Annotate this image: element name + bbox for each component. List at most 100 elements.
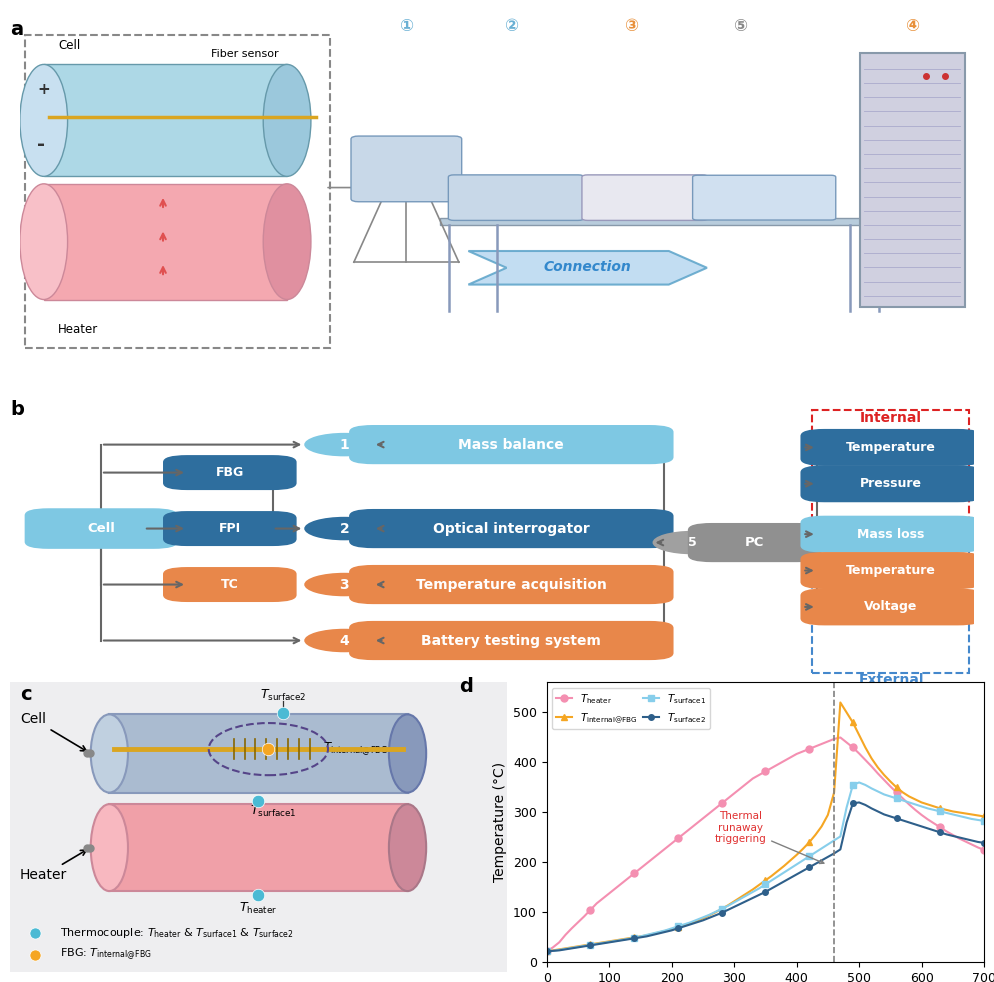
Text: Cell: Cell — [87, 522, 115, 535]
Text: $T_{\rm surface2}$: $T_{\rm surface2}$ — [260, 688, 306, 703]
Polygon shape — [44, 184, 287, 300]
$T_{\rm surface1}$ — [959, 811, 971, 823]
Text: a: a — [10, 20, 24, 38]
Text: FBG: FBG — [216, 466, 244, 479]
Text: FBG: $T_{\rm internal@FBG}$: FBG: $T_{\rm internal@FBG}$ — [60, 947, 151, 963]
Ellipse shape — [90, 714, 128, 792]
FancyBboxPatch shape — [25, 34, 330, 348]
$T_{\rm heater}$ — [803, 743, 815, 755]
$T_{\rm surface2}$ — [753, 889, 765, 900]
$T_{\rm heater}$ — [878, 774, 890, 786]
Circle shape — [652, 531, 733, 554]
Ellipse shape — [20, 65, 68, 177]
$T_{\rm surface2}$ — [853, 796, 865, 808]
FancyBboxPatch shape — [860, 53, 964, 307]
Circle shape — [304, 517, 385, 540]
Y-axis label: Temperature (°C): Temperature (°C) — [493, 762, 507, 883]
Text: Temperature: Temperature — [846, 564, 936, 577]
FancyBboxPatch shape — [800, 588, 982, 626]
$T_{\rm internal@FBG}$ — [959, 807, 971, 819]
Line: $T_{\rm surface2}$: $T_{\rm surface2}$ — [544, 799, 987, 955]
$T_{\rm heater}$ — [554, 937, 566, 949]
Text: 5: 5 — [688, 536, 697, 549]
Text: 3: 3 — [340, 577, 349, 591]
$T_{\rm surface1}$ — [878, 789, 890, 800]
Text: +: + — [37, 82, 50, 97]
FancyBboxPatch shape — [163, 455, 296, 490]
$T_{\rm surface1}$ — [666, 922, 678, 934]
$T_{\rm internal@FBG}$ — [834, 696, 846, 708]
Text: ③: ③ — [623, 17, 638, 34]
$T_{\rm heater}$ — [978, 844, 990, 855]
Polygon shape — [44, 65, 287, 177]
Text: FPI: FPI — [219, 522, 241, 535]
$T_{\rm surface2}$ — [878, 808, 890, 820]
$T_{\rm surface2}$ — [666, 924, 678, 936]
Text: -: - — [37, 136, 45, 154]
$T_{\rm surface1}$ — [554, 944, 566, 955]
Ellipse shape — [20, 184, 68, 300]
Text: Connection: Connection — [544, 259, 631, 274]
$T_{\rm surface1}$ — [753, 883, 765, 895]
Text: d: d — [459, 677, 473, 696]
Polygon shape — [468, 251, 707, 285]
$T_{\rm surface2}$ — [803, 861, 815, 873]
FancyBboxPatch shape — [812, 409, 969, 521]
Text: Fiber sensor: Fiber sensor — [211, 49, 278, 59]
Text: Temperature acquisition: Temperature acquisition — [415, 577, 606, 591]
FancyBboxPatch shape — [800, 516, 982, 553]
FancyBboxPatch shape — [163, 567, 296, 602]
Polygon shape — [109, 804, 408, 891]
FancyBboxPatch shape — [800, 429, 982, 465]
FancyBboxPatch shape — [349, 425, 674, 464]
$T_{\rm surface2}$ — [978, 837, 990, 848]
$T_{\rm surface2}$ — [541, 946, 553, 957]
Text: Internal: Internal — [860, 411, 922, 425]
FancyBboxPatch shape — [349, 565, 674, 604]
$T_{\rm heater}$ — [959, 836, 971, 847]
Line: $T_{\rm internal@FBG}$: $T_{\rm internal@FBG}$ — [544, 699, 987, 955]
Text: $T_{\rm heater}$: $T_{\rm heater}$ — [240, 900, 277, 916]
Ellipse shape — [263, 184, 311, 300]
FancyBboxPatch shape — [800, 465, 982, 502]
Text: c: c — [20, 685, 32, 704]
$T_{\rm internal@FBG}$ — [803, 837, 815, 848]
FancyBboxPatch shape — [349, 509, 674, 548]
Text: ①: ① — [400, 17, 414, 34]
Text: b: b — [10, 400, 24, 418]
Text: Temperature: Temperature — [846, 441, 936, 454]
Text: Pressure: Pressure — [860, 477, 922, 490]
Circle shape — [304, 573, 385, 596]
Circle shape — [304, 433, 385, 457]
Text: 4: 4 — [339, 633, 349, 647]
FancyBboxPatch shape — [25, 509, 177, 549]
FancyBboxPatch shape — [693, 175, 836, 220]
Text: PC: PC — [745, 536, 764, 549]
FancyBboxPatch shape — [581, 175, 708, 220]
$T_{\rm heater}$ — [753, 769, 765, 781]
Text: 1: 1 — [339, 438, 349, 452]
FancyBboxPatch shape — [351, 136, 461, 201]
FancyBboxPatch shape — [5, 680, 512, 975]
$T_{\rm surface1}$ — [978, 815, 990, 827]
Legend: $T_{\rm heater}$, $T_{\rm internal@FBG}$, $T_{\rm surface1}$, $T_{\rm surface2}$: $T_{\rm heater}$, $T_{\rm internal@FBG}$… — [552, 687, 711, 729]
Ellipse shape — [389, 714, 426, 792]
Text: $T_{\rm surface1}$: $T_{\rm surface1}$ — [250, 804, 296, 819]
Text: ②: ② — [504, 17, 519, 34]
$T_{\rm internal@FBG}$ — [554, 944, 566, 955]
Text: ⑤: ⑤ — [734, 17, 747, 34]
$T_{\rm surface1}$ — [803, 850, 815, 862]
Text: Thermocouple: $T_{\rm heater}$ & $T_{\rm surface1}$ & $T_{\rm surface2}$: Thermocouple: $T_{\rm heater}$ & $T_{\rm… — [60, 926, 293, 940]
Text: Heater: Heater — [58, 323, 98, 336]
FancyBboxPatch shape — [448, 175, 583, 220]
Text: TC: TC — [221, 578, 239, 591]
Line: $T_{\rm heater}$: $T_{\rm heater}$ — [544, 734, 987, 955]
Text: ④: ④ — [905, 17, 919, 34]
$T_{\rm internal@FBG}$ — [753, 879, 765, 891]
$T_{\rm surface2}$ — [554, 945, 566, 956]
Text: Cell: Cell — [20, 712, 86, 751]
FancyBboxPatch shape — [163, 511, 296, 546]
Polygon shape — [109, 714, 408, 792]
Line: $T_{\rm surface1}$: $T_{\rm surface1}$ — [544, 780, 987, 955]
Text: Mass loss: Mass loss — [858, 527, 924, 541]
